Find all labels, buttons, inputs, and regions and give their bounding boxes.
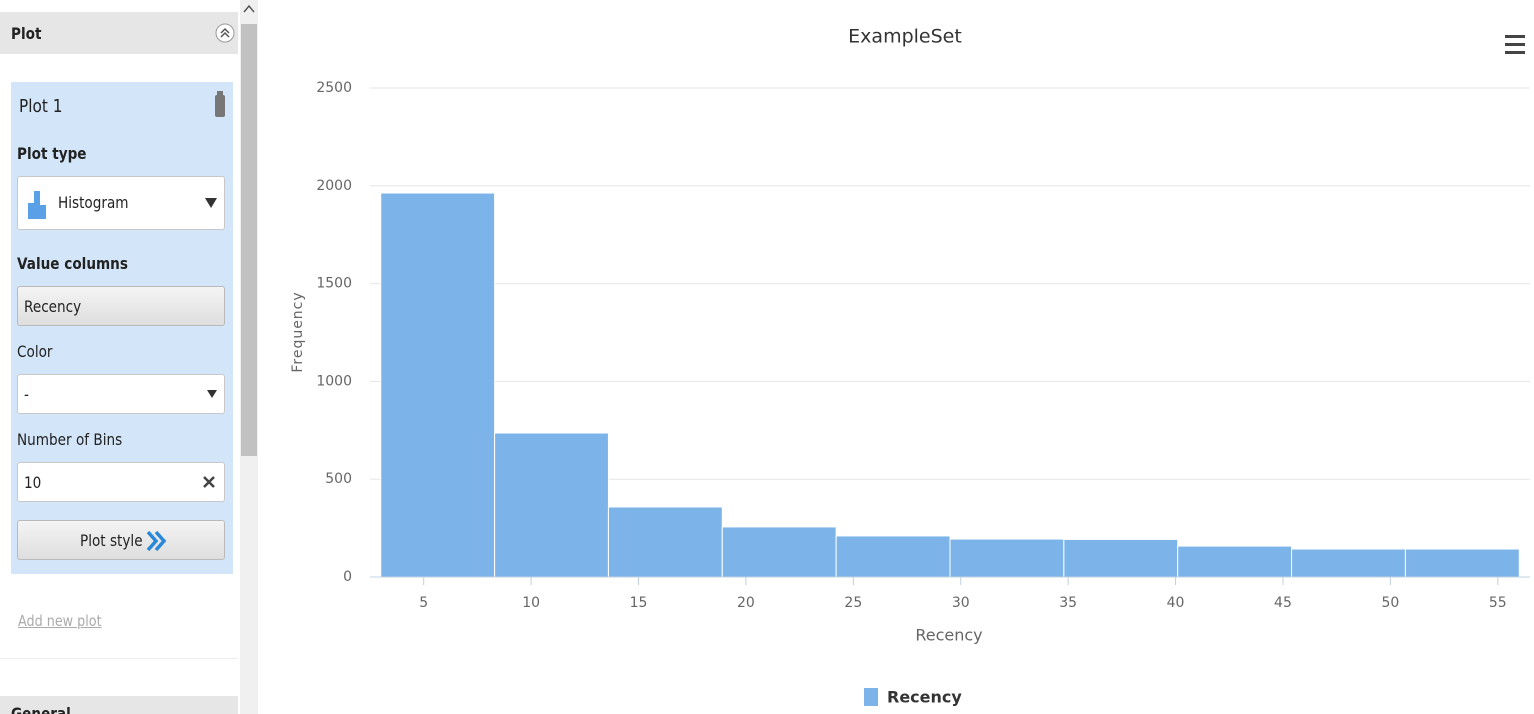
separator xyxy=(0,658,238,659)
legend-label: Recency xyxy=(887,688,962,707)
bins-value: 10 xyxy=(24,473,42,492)
chart: ExampleSet Frequency Recency 0 500 1000 150… xyxy=(290,26,1530,707)
bins-label: Number of Bins xyxy=(17,430,123,449)
y-tick-label: 2500 xyxy=(316,80,352,96)
y-tick-label: 1500 xyxy=(316,276,352,292)
bar xyxy=(1404,548,1520,578)
plot-type-value: Histogram xyxy=(58,193,129,212)
bar xyxy=(721,526,837,578)
bar xyxy=(835,535,951,578)
bar xyxy=(1063,538,1179,578)
panel-title: Plot xyxy=(11,24,42,43)
x-tick-label: 35 xyxy=(1059,595,1077,611)
color-select[interactable]: - xyxy=(17,374,225,414)
x-tick-label: 45 xyxy=(1274,595,1292,611)
x-tick-label: 50 xyxy=(1381,595,1399,611)
x-tick-label: 25 xyxy=(844,595,862,611)
plot-type-select[interactable]: Histogram xyxy=(17,176,225,230)
bins-input[interactable]: 10 xyxy=(17,462,225,502)
bar xyxy=(1291,548,1406,578)
histogram-icon xyxy=(28,191,46,219)
plot-type-label: Plot type xyxy=(17,144,87,163)
bar xyxy=(494,432,609,578)
delete-icon[interactable] xyxy=(213,90,227,118)
color-value: - xyxy=(24,385,29,404)
general-header[interactable]: General xyxy=(0,696,238,714)
y-tick-label: 500 xyxy=(325,471,352,487)
scroll-thumb[interactable] xyxy=(241,24,257,456)
x-tick-label: 15 xyxy=(630,595,648,611)
plot-style: Plot style xyxy=(80,531,143,550)
clear-icon[interactable] xyxy=(202,475,216,489)
side-panel: Plot Plot 1 Plot type Value columns Colo… xyxy=(0,0,238,714)
legend-swatch xyxy=(864,688,878,706)
general-title: General xyxy=(11,704,71,714)
value-column-button[interactable]: Recency xyxy=(17,286,225,326)
dropdown-arrow xyxy=(205,198,217,208)
bar xyxy=(1177,545,1293,578)
y-tick-label: 2000 xyxy=(316,178,352,194)
x-tick-label: 40 xyxy=(1167,595,1185,611)
chart-title: ExampleSet xyxy=(848,26,962,48)
dropdown-arrow xyxy=(207,390,217,398)
plot-name: Plot 1 xyxy=(19,96,63,117)
y-tick-label: 1000 xyxy=(316,373,352,389)
bar xyxy=(949,538,1065,578)
panel-header[interactable]: Plot xyxy=(0,12,238,54)
x-tick-label: 5 xyxy=(419,595,428,611)
value-column: Recency xyxy=(24,297,82,316)
x-tick-label: 30 xyxy=(952,595,970,611)
x-axis-label: Recency xyxy=(915,626,982,645)
plot-style-button[interactable]: Plot style xyxy=(17,520,225,560)
menu-icon[interactable] xyxy=(1505,35,1525,54)
value-columns-label: Value columns xyxy=(17,254,128,273)
y-tick-label: 0 xyxy=(343,569,352,585)
bar xyxy=(380,192,496,578)
color-label: Color xyxy=(17,342,53,361)
bar xyxy=(607,506,723,578)
add-plot-link[interactable]: Add new plot xyxy=(18,612,102,630)
scroll-up[interactable] xyxy=(242,2,256,16)
x-tick-label: 10 xyxy=(522,595,540,611)
y-axis-label: Frequency xyxy=(290,291,306,372)
x-tick-label: 55 xyxy=(1489,595,1507,611)
chevron-icon xyxy=(146,530,167,552)
collapse-icon[interactable] xyxy=(214,22,236,44)
scrollbar[interactable] xyxy=(240,0,258,714)
x-tick-label: 20 xyxy=(737,595,755,611)
